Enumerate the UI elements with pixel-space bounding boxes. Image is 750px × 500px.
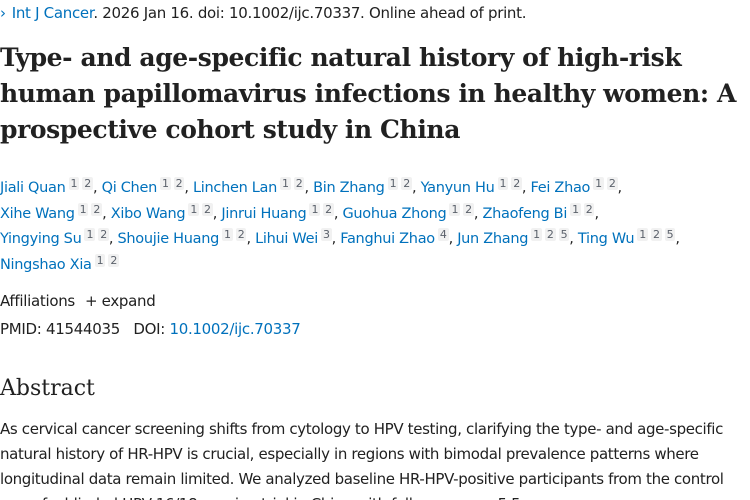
affiliation-ref[interactable]: 4 xyxy=(437,228,449,241)
affiliation-ref[interactable]: 1 xyxy=(280,177,291,190)
abstract-text: As cervical cancer screening shifts from… xyxy=(0,420,724,500)
affiliation-ref[interactable]: 1 xyxy=(84,228,96,241)
affiliation-ref[interactable]: 2 xyxy=(98,228,109,241)
affiliation-ref[interactable]: 1 xyxy=(188,202,200,216)
affiliation-ref[interactable]: 2 xyxy=(606,177,618,190)
pmid-label: PMID: xyxy=(0,320,42,338)
author-link[interactable]: Lihui Wei xyxy=(255,231,318,247)
author-link[interactable]: Qi Chen xyxy=(101,180,158,196)
author-link[interactable]: Yanyun Hu xyxy=(420,180,495,196)
author-link[interactable]: Jun Zhang xyxy=(457,231,529,247)
author-link[interactable]: Linchen Lan xyxy=(193,180,278,196)
affiliation-ref[interactable]: 2 xyxy=(463,202,474,216)
author-link[interactable]: Jiali Quan xyxy=(0,180,66,196)
affiliation-ref[interactable]: 2 xyxy=(108,253,120,267)
affiliations-label: Affiliations xyxy=(0,292,75,310)
author-link[interactable]: Guohua Zhong xyxy=(342,205,447,222)
author-link[interactable]: Shoujie Huang xyxy=(117,231,220,247)
author-link[interactable]: Xihe Wang xyxy=(0,205,75,222)
author-link[interactable]: Ting Wu xyxy=(577,231,635,247)
affiliation-ref[interactable]: 2 xyxy=(650,228,662,241)
author-link[interactable]: Bin Zhang xyxy=(313,180,385,196)
citation-details: . 2026 Jan 16. doi: 10.1002/ijc.70337. O… xyxy=(93,4,527,22)
affiliation-ref[interactable]: 2 xyxy=(401,177,412,190)
doi-link[interactable]: 10.1002/ijc.70337 xyxy=(169,320,301,338)
affiliation-ref[interactable]: 1 xyxy=(593,177,604,190)
affiliation-ref[interactable]: 1 xyxy=(159,177,171,190)
affiliation-ref[interactable]: 2 xyxy=(235,228,247,241)
affiliation-ref[interactable]: 2 xyxy=(293,177,305,190)
identifiers: PMID: 41544035 DOI: 10.1002/ijc.70337 xyxy=(0,320,301,338)
affiliation-ref[interactable]: 2 xyxy=(323,202,334,216)
affiliation-ref[interactable]: 5 xyxy=(664,228,676,241)
author-link[interactable]: Xibo Wang xyxy=(110,205,186,222)
author-link[interactable]: Fei Zhao xyxy=(530,180,591,196)
affiliation-ref[interactable]: 2 xyxy=(173,177,185,190)
citation: › Int J Cancer. 2026 Jan 16. doi: 10.1002… xyxy=(0,4,527,22)
affiliation-ref[interactable]: 2 xyxy=(82,177,93,190)
affiliations-expand-button[interactable]: + expand xyxy=(84,292,156,310)
affiliation-ref[interactable]: 2 xyxy=(544,228,556,241)
affiliation-ref[interactable]: 2 xyxy=(583,202,595,216)
affiliation-ref[interactable]: 1 xyxy=(77,202,89,216)
affiliation-ref[interactable]: 1 xyxy=(387,177,399,190)
author-link[interactable]: Yingying Su xyxy=(0,231,82,247)
affiliation-ref[interactable]: 2 xyxy=(202,202,213,216)
affiliation-ref[interactable]: 1 xyxy=(497,177,509,190)
affiliation-ref[interactable]: 1 xyxy=(94,253,106,267)
article-title: Type- and age-specific natural history o… xyxy=(0,43,737,144)
abstract-heading: Abstract xyxy=(0,376,95,401)
affiliation-ref[interactable]: 1 xyxy=(222,228,233,241)
author-link[interactable]: Fanghui Zhao xyxy=(340,231,435,247)
affiliation-ref[interactable]: 5 xyxy=(558,228,570,241)
author-link[interactable]: Zhaofeng Bi xyxy=(482,205,568,222)
affiliation-ref[interactable]: 1 xyxy=(68,177,80,190)
affiliations: Affiliations + expand xyxy=(0,292,156,310)
affiliation-ref[interactable]: 1 xyxy=(637,228,648,241)
author-list: Jiali Quan 1 2, Qi Chen 1 2, Linchen Lan 1 2, … xyxy=(0,177,680,273)
affiliation-ref[interactable]: 3 xyxy=(320,228,332,241)
journal-link[interactable]: Int J Cancer xyxy=(11,4,94,22)
affiliation-ref[interactable]: 1 xyxy=(309,202,321,216)
affiliation-ref[interactable]: 1 xyxy=(449,202,461,216)
affiliation-ref[interactable]: 2 xyxy=(511,177,522,190)
chevron-right-icon[interactable]: › xyxy=(0,4,6,22)
author-link[interactable]: Ningshao Xia xyxy=(0,256,92,273)
affiliation-ref[interactable]: 1 xyxy=(531,228,542,241)
affiliation-ref[interactable]: 1 xyxy=(570,202,581,216)
affiliation-ref[interactable]: 2 xyxy=(91,202,103,216)
author-link[interactable]: Jinrui Huang xyxy=(221,205,307,222)
doi-label: DOI: xyxy=(133,320,165,338)
pmid-value: 41544035 xyxy=(45,320,120,338)
